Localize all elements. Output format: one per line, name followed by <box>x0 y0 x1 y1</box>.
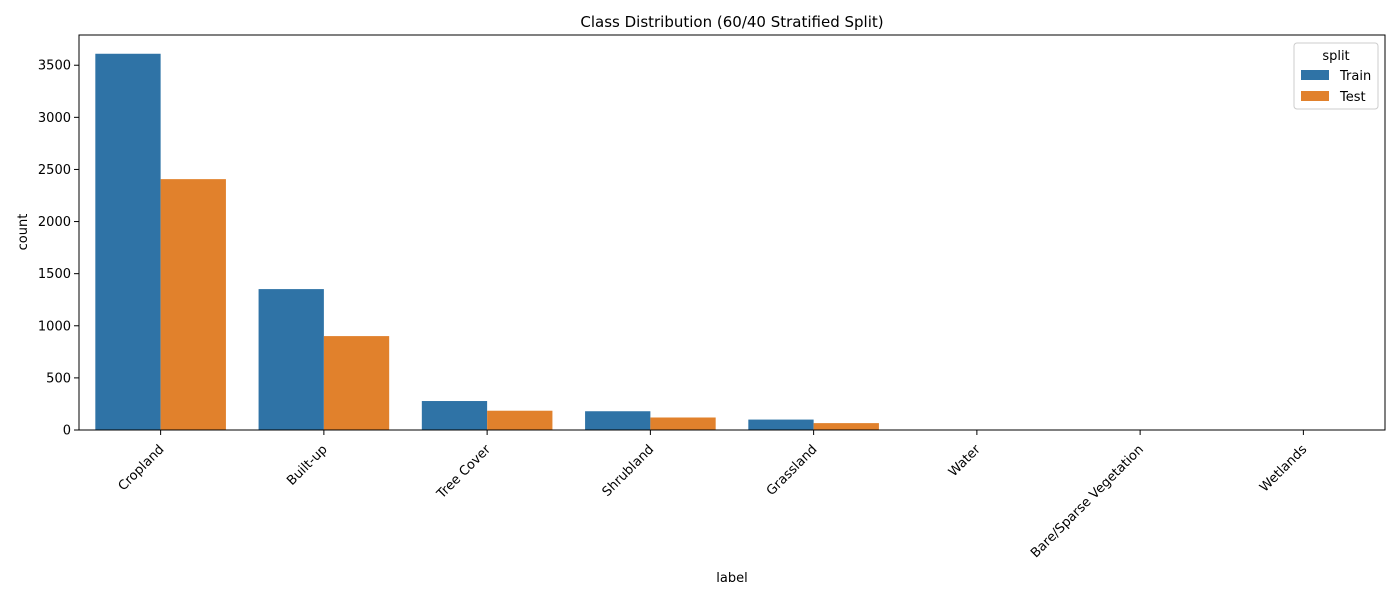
y-tick-label-3: 1500 <box>38 267 71 282</box>
bar-test-0 <box>160 179 226 430</box>
y-axis-title: count <box>16 214 31 251</box>
bar-train-3 <box>585 411 651 430</box>
bar-train-4 <box>748 419 814 430</box>
plot-frame <box>78 34 1386 431</box>
bar-test-4 <box>813 423 879 430</box>
x-tick-label-4: Grassland <box>764 442 821 499</box>
x-tick-label-7: Wetlands <box>1257 442 1310 495</box>
x-axis: Cropland Built-up Tree Cover Shrubland Grass… <box>116 430 1310 561</box>
x-axis-title: label <box>716 571 747 586</box>
y-tick-label-2: 1000 <box>38 319 71 334</box>
bar-test-2 <box>487 410 553 430</box>
y-axis: 0 500 1000 1500 2000 2500 3000 3500 <box>38 59 79 439</box>
legend-label-train: Train <box>1339 69 1371 84</box>
legend-title: split <box>1322 49 1349 64</box>
x-tick-label-2: Tree Cover <box>434 442 495 503</box>
x-tick-label-0: Cropland <box>116 442 168 494</box>
y-tick-label-7: 3500 <box>38 59 71 74</box>
legend-swatch-test <box>1301 91 1329 101</box>
bars-group <box>95 53 1304 431</box>
x-tick-label-3: Shrubland <box>600 442 658 500</box>
y-tick-label-0: 0 <box>63 424 71 439</box>
legend-swatch-train <box>1301 70 1329 80</box>
legend: split Train Test <box>1293 42 1379 110</box>
x-tick-label-6: Bare/Sparse Vegetation <box>1028 442 1147 561</box>
y-tick-label-6: 3000 <box>38 111 71 126</box>
x-tick-label-1: Built-up <box>284 442 330 488</box>
x-tick-label-5: Water <box>946 442 984 480</box>
bar-train-1 <box>258 289 324 430</box>
y-tick-label-5: 2500 <box>38 163 71 178</box>
y-tick-label-1: 500 <box>46 371 71 386</box>
bar-test-1 <box>323 336 390 430</box>
chart-title: Class Distribution (60/40 Stratified Spl… <box>580 13 883 31</box>
bar-train-2 <box>421 401 488 430</box>
y-tick-label-4: 2000 <box>38 215 71 230</box>
legend-label-test: Test <box>1339 90 1366 105</box>
bar-test-3 <box>650 417 716 430</box>
bar-train-0 <box>95 53 161 431</box>
